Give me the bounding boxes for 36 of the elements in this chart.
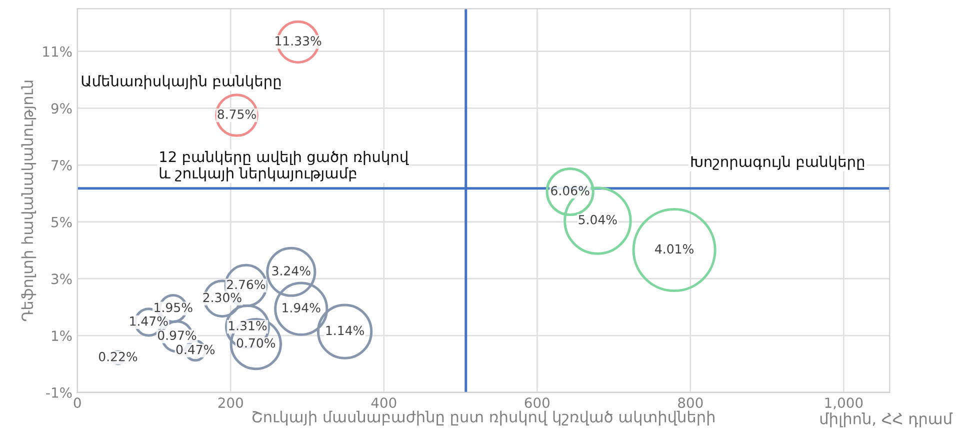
data-label: 6.06% — [551, 186, 590, 196]
y-tick-label: 5% — [52, 216, 72, 228]
y-tick-label: -1% — [46, 387, 72, 398]
x-tick-label: 400 — [371, 398, 396, 408]
y-axis-title: Դեֆոլտի հավանականություն — [21, 80, 36, 322]
data-label: 1.47% — [130, 316, 168, 326]
data-label: 3.24% — [272, 266, 310, 276]
x-axis-title: Շուկայի մասնաբաժինը ըստ ռիսկով կշռված ակտիվների — [252, 410, 714, 426]
data-label: 1.14% — [326, 326, 364, 336]
data-label: 2.30% — [203, 292, 242, 302]
y-tick-label: 7% — [52, 160, 72, 171]
y-tick-label: 1% — [52, 330, 72, 342]
data-label: 1.95% — [154, 302, 192, 312]
annotation: 12 բանկերը ավելի ցածր ռիսկով և շուկայի ներկայությամբ — [160, 150, 409, 182]
x-tick-label: 200 — [218, 398, 243, 408]
data-label: 0.97% — [158, 330, 196, 340]
data-label: 4.01% — [655, 244, 694, 254]
data-label: 1.94% — [282, 303, 320, 312]
annotation: Խոշորագույն բանկերը — [691, 156, 864, 170]
y-tick-label: 9% — [51, 103, 72, 114]
data-label: 2.76% — [227, 280, 266, 290]
data-label: 5.04% — [578, 214, 617, 224]
y-tick-label: 3% — [52, 274, 72, 284]
data-label: 11.33% — [276, 36, 322, 46]
data-label: 1.31% — [229, 320, 267, 330]
data-label: 8.75% — [218, 109, 256, 119]
x-tick-label: 800 — [678, 398, 703, 408]
x-tick-label: 0 — [74, 398, 81, 408]
y-tick-label: 11% — [43, 46, 72, 57]
x-tick-label: 1,000 — [825, 398, 863, 410]
data-label: 0.22% — [98, 352, 138, 362]
data-label: 0.70% — [236, 338, 276, 348]
annotation: Ամենառիսկային բանկերը — [82, 75, 281, 90]
x-tick-label: 600 — [524, 398, 550, 408]
data-label: 0.47% — [176, 344, 215, 354]
text: միլիոն, ՀՀ դրամ — [820, 412, 953, 428]
